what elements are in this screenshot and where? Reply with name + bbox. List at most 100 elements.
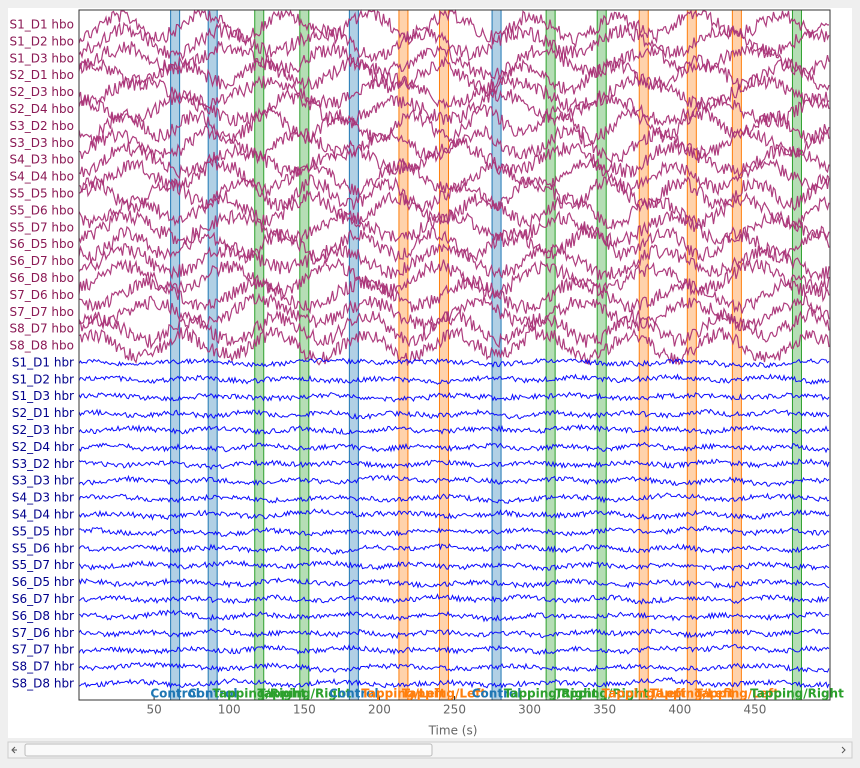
annotation-label: Tapping/Right: [212, 687, 306, 701]
x-tick-label: 100: [218, 703, 241, 717]
annotation-label: Tapping/Left: [695, 687, 780, 701]
trace: [78, 103, 830, 145]
channel-label: S2_D1 hbo: [9, 68, 74, 82]
channel-label: S4_D3 hbo: [9, 153, 74, 167]
trace: [78, 661, 830, 673]
annotation-label: Tapping/Left: [361, 687, 446, 701]
trace: [78, 423, 830, 436]
trace: [78, 391, 830, 403]
trace: [78, 441, 830, 454]
channel-label: S7_D6 hbr: [12, 626, 74, 640]
channel-label: S8_D7 hbo: [9, 322, 74, 336]
channel-label: S1_D1 hbo: [9, 18, 74, 32]
channel-label: S4_D4 hbo: [9, 170, 74, 184]
trace: [78, 209, 830, 249]
trace: [78, 609, 830, 623]
trace: [78, 40, 830, 80]
trace: [78, 577, 830, 589]
trace: [78, 8, 830, 49]
channel-label: S1_D2 hbr: [12, 372, 74, 386]
scroll-left[interactable]: [11, 746, 17, 754]
annotation-label: Control: [150, 687, 200, 701]
channel-label: S5_D6 hbr: [12, 541, 74, 555]
channel-label: S4_D3 hbr: [12, 491, 74, 505]
trace: [78, 241, 830, 282]
trace: [78, 474, 830, 487]
channel-label: S4_D4 hbr: [12, 508, 74, 522]
trace: [78, 172, 830, 213]
annotation-label: Tapping/Right: [750, 687, 844, 701]
annotation-label: Tapping/Left: [650, 687, 735, 701]
channel-label: S7_D7 hbo: [9, 305, 74, 319]
x-tick-label: 250: [443, 703, 466, 717]
channel-label: S6_D8 hbr: [12, 609, 74, 623]
channel-label: S6_D7 hbo: [9, 254, 74, 268]
x-tick-label: 350: [593, 703, 616, 717]
trace: [78, 458, 830, 471]
scroll-right[interactable]: [841, 746, 846, 754]
channel-label: S3_D2 hbo: [9, 119, 74, 133]
trace: [78, 124, 830, 165]
trace: [78, 292, 830, 332]
channel-label: S2_D3 hbo: [9, 85, 74, 99]
x-axis-label: Time (s): [428, 724, 478, 738]
channel-label: S1_D3 hbo: [9, 51, 74, 65]
trace: [78, 325, 830, 367]
x-tick-label: 450: [743, 703, 766, 717]
annotation-span: [638, 9, 649, 701]
channel-label: S2_D3 hbr: [12, 423, 74, 437]
x-tick-label: 150: [293, 703, 316, 717]
trace: [78, 136, 830, 180]
trace: [78, 492, 830, 505]
trace: [78, 54, 830, 96]
trace: [78, 627, 830, 639]
channel-label: S5_D5 hbo: [9, 186, 74, 200]
annotation-label: Control: [188, 687, 238, 701]
channel-label: S5_D5 hbr: [12, 524, 74, 538]
channel-label: S6_D5 hbr: [12, 575, 74, 589]
annotation-label: Tapping/Left: [402, 687, 487, 701]
channel-label: S6_D5 hbo: [9, 237, 74, 251]
annotation-label: Control: [329, 687, 379, 701]
channel-label: S5_D7 hbr: [12, 558, 74, 572]
annotation-label: Tapping/Left: [602, 687, 687, 701]
annotation-label: Tapping/Right: [555, 687, 649, 701]
channel-label: S3_D3 hbo: [9, 136, 74, 150]
trace: [78, 357, 830, 369]
x-tick-label: 300: [518, 703, 541, 717]
channel-label: S3_D3 hbr: [12, 474, 74, 488]
channel-label: S2_D1 hbr: [12, 406, 74, 420]
trace: [78, 593, 830, 605]
x-tick-label: 50: [146, 703, 161, 717]
x-tick-label: 400: [668, 703, 691, 717]
annotation-span: [731, 9, 742, 701]
trace: [78, 408, 830, 420]
x-tick-label: 200: [368, 703, 391, 717]
annotation-span: [596, 9, 607, 701]
trace: [78, 525, 830, 537]
trace: [78, 643, 830, 656]
channel-label: S3_D2 hbr: [12, 457, 74, 471]
trace: [78, 257, 830, 301]
channel-label: S6_D7 hbr: [12, 592, 74, 606]
channel-label: S1_D3 hbr: [12, 389, 74, 403]
channel-label: S7_D6 hbo: [9, 288, 74, 302]
scroll-thumb[interactable]: [24, 743, 433, 757]
trace: [78, 21, 829, 63]
trace: [78, 676, 830, 689]
channel-label: S1_D2 hbo: [9, 34, 74, 48]
channel-label: S1_D1 hbr: [12, 355, 74, 369]
trace: [78, 274, 830, 315]
trace: [78, 307, 830, 350]
trace: [78, 70, 830, 113]
trace: [78, 225, 830, 264]
channel-label: S5_D6 hbo: [9, 203, 74, 217]
channel-label: S8_D8 hbo: [9, 339, 74, 353]
annotation-span: [170, 9, 181, 701]
annotation-label: Control: [472, 687, 522, 701]
trace: [78, 543, 830, 556]
channel-label: S8_D8 hbr: [12, 677, 74, 691]
channel-label: S8_D7 hbr: [12, 660, 74, 674]
channel-label: S5_D7 hbo: [9, 220, 74, 234]
